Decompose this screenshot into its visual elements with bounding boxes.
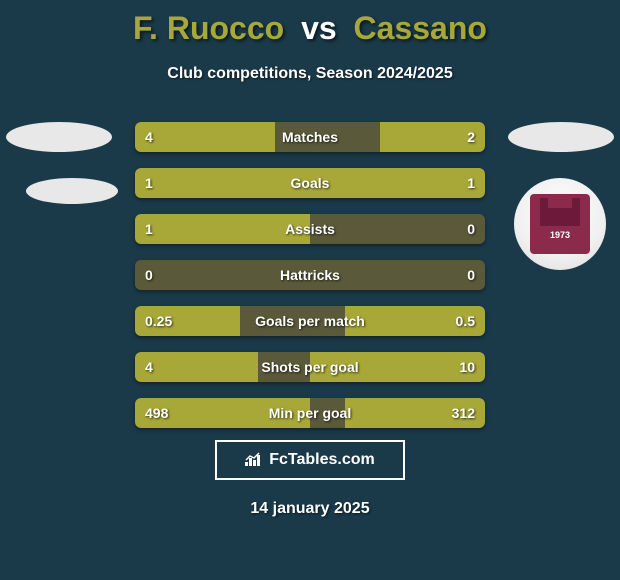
stat-label: Hattricks (280, 267, 340, 283)
vs-text: vs (301, 10, 337, 46)
stat-row: 0.25 0.5 Goals per match (135, 306, 485, 336)
stat-label: Goals (291, 175, 330, 191)
bar-fill-right (310, 168, 485, 198)
stat-label: Shots per goal (261, 359, 358, 375)
club-badge: 1973 (514, 178, 606, 270)
stat-label: Matches (282, 129, 338, 145)
player1-name: F. Ruocco (133, 10, 284, 46)
stat-row: 498 312 Min per goal (135, 398, 485, 428)
player1-avatar-placeholder (6, 122, 112, 152)
stat-value-left: 4 (145, 129, 153, 145)
stat-row: 1 0 Assists (135, 214, 485, 244)
stat-label: Min per goal (269, 405, 351, 421)
stat-row: 0 0 Hattricks (135, 260, 485, 290)
bar-fill-left (135, 352, 258, 382)
subtitle: Club competitions, Season 2024/2025 (0, 65, 620, 83)
stat-value-right: 10 (459, 359, 475, 375)
bar-fill-left (135, 122, 275, 152)
stat-value-right: 0 (467, 221, 475, 237)
stat-value-right: 0 (467, 267, 475, 283)
stat-row: 4 10 Shots per goal (135, 352, 485, 382)
stat-value-right: 1 (467, 175, 475, 191)
stat-value-left: 4 (145, 359, 153, 375)
footer-date: 14 january 2025 (250, 500, 369, 518)
chart-icon (245, 452, 263, 469)
badge-year: 1973 (550, 230, 570, 240)
stat-label: Goals per match (255, 313, 365, 329)
stat-value-right: 0.5 (456, 313, 475, 329)
player2-name: Cassano (354, 10, 487, 46)
footer-site-text: FcTables.com (269, 451, 375, 469)
stat-value-left: 498 (145, 405, 168, 421)
stat-value-left: 0 (145, 267, 153, 283)
bar-fill-left (135, 168, 310, 198)
footer-site-box: FcTables.com (215, 440, 405, 480)
stat-value-right: 2 (467, 129, 475, 145)
club-badge-inner: 1973 (530, 194, 590, 254)
castle-icon (540, 208, 580, 226)
player2-avatar-placeholder (508, 122, 614, 152)
stat-value-left: 1 (145, 221, 153, 237)
stat-row: 4 2 Matches (135, 122, 485, 152)
stat-value-left: 1 (145, 175, 153, 191)
comparison-title: F. Ruocco vs Cassano (0, 0, 620, 47)
stat-rows: 42Matches11Goals10Assists00Hattricks0.25… (135, 122, 485, 444)
stat-value-left: 0.25 (145, 313, 172, 329)
stat-row: 1 1 Goals (135, 168, 485, 198)
stat-label: Assists (285, 221, 335, 237)
player1-club-placeholder (26, 178, 118, 204)
bar-fill-left (135, 214, 310, 244)
stat-value-right: 312 (452, 405, 475, 421)
